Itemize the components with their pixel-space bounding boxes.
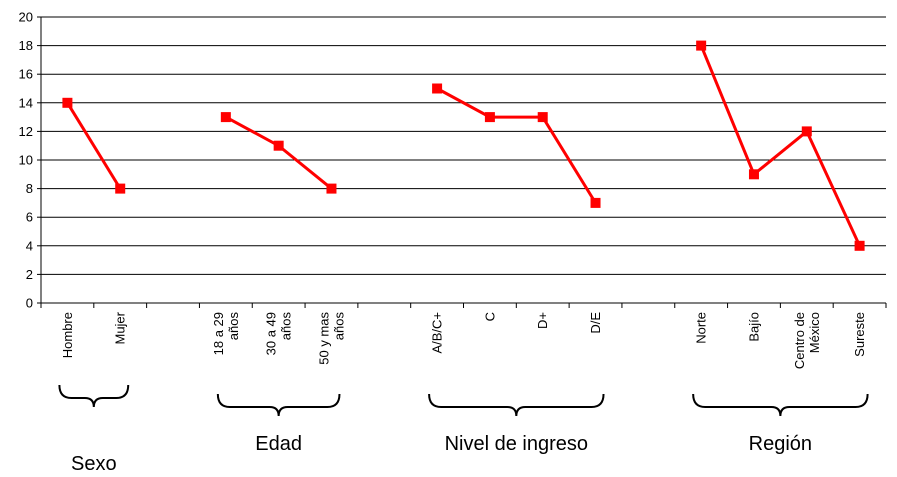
category-label: Centro de: [792, 312, 807, 369]
y-tick-label: 6: [26, 210, 33, 225]
category-label: 18 a 29: [211, 312, 226, 355]
data-point: [696, 40, 707, 51]
category-label: México: [807, 312, 822, 353]
y-tick-label: 16: [19, 67, 33, 82]
y-tick-label: 14: [19, 95, 33, 110]
category-label: Mujer: [113, 311, 128, 344]
y-axis-ticks: 0 2 4 6 8 10 12 14 16 18 20: [19, 10, 41, 311]
data-point: [220, 112, 231, 123]
data-point: [432, 83, 443, 94]
category-label: años: [279, 312, 294, 341]
category-label: Hombre: [60, 312, 75, 358]
data-point: [537, 112, 548, 123]
y-tick-label: 2: [26, 267, 33, 282]
y-tick-label: 20: [19, 10, 33, 25]
category-label: Bajío: [746, 312, 761, 342]
data-point: [748, 169, 759, 180]
series-line: [436, 87, 597, 204]
category-labels: Hombre Mujer 18 a 29 años 30 a 49 años 50 y ma…: [60, 311, 867, 369]
y-tick-label: 18: [19, 38, 33, 53]
series-line: [66, 102, 122, 190]
category-label: 50 y mas: [316, 312, 331, 365]
series: [62, 40, 865, 251]
category-label: años: [331, 312, 346, 341]
category-label: Norte: [694, 312, 709, 344]
group-brace: [692, 393, 869, 417]
data-point: [62, 97, 73, 108]
category-label: años: [226, 312, 241, 341]
y-tick-label: 12: [19, 124, 33, 139]
y-tick-label: 0: [26, 296, 33, 311]
y-tick-label: 8: [26, 181, 33, 196]
category-label: D+: [535, 312, 550, 329]
group-brace: [216, 393, 341, 417]
y-tick-label: 10: [19, 153, 33, 168]
group-brace: [58, 384, 130, 408]
group-label: Sexo: [71, 453, 117, 475]
group-label: Región: [749, 433, 812, 455]
category-label: D/E: [588, 312, 603, 334]
data-point: [273, 140, 284, 151]
series-line: [225, 115, 333, 190]
data-point: [801, 126, 812, 137]
category-label: A/B/C+: [430, 312, 445, 354]
data-point: [484, 112, 495, 123]
category-label: Sureste: [852, 312, 867, 357]
group-label: Nivel de ingreso: [445, 433, 588, 455]
group-brace: [428, 393, 605, 417]
data-point: [590, 197, 601, 208]
data-point: [854, 240, 865, 251]
series-line: [699, 45, 861, 247]
data-point: [326, 183, 337, 194]
group-braces: Sexo Edad Nivel de ingreso Región: [58, 384, 869, 475]
category-label: 30 a 49: [264, 312, 279, 355]
gridlines: [41, 16, 886, 275]
y-tick-label: 4: [26, 238, 33, 253]
category-label: C: [482, 312, 497, 321]
axes: [40, 17, 887, 308]
group-label: Edad: [255, 433, 302, 455]
data-point: [115, 183, 126, 194]
